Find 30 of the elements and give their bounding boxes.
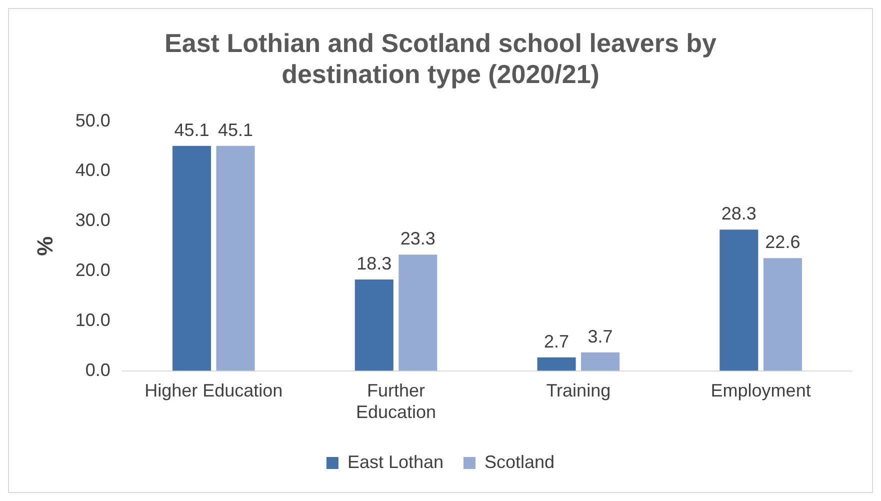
y-axis-title: %	[32, 236, 58, 256]
chart-title: East Lothian and Scotland school leavers by destination type (2020/21)	[164, 28, 717, 89]
y-tick-label: 50.0	[75, 110, 110, 130]
bar	[537, 357, 576, 371]
data-label: 22.6	[765, 232, 800, 252]
data-label: 28.3	[721, 204, 756, 224]
y-tick-label: 0.0	[85, 360, 110, 380]
bar	[172, 146, 212, 371]
legend-label: East Lothan	[347, 452, 444, 472]
y-tick-label: 30.0	[75, 210, 110, 230]
bar	[354, 280, 394, 371]
bar	[720, 230, 758, 371]
bar	[581, 352, 620, 371]
y-tick-label: 10.0	[75, 310, 110, 330]
y-tick-label: 20.0	[75, 260, 110, 280]
bar	[216, 146, 255, 371]
data-label: 45.1	[174, 120, 210, 140]
x-tick-label: Higher Education	[144, 380, 283, 401]
legend-label: Scotland	[484, 452, 555, 472]
x-tick-label: Training	[546, 380, 611, 401]
x-tick-label: Further Education	[356, 380, 436, 422]
data-label: 45.1	[218, 120, 254, 140]
data-label: 23.3	[400, 228, 436, 249]
bar	[763, 258, 802, 371]
bar	[398, 254, 438, 371]
y-tick-label: 40.0	[75, 160, 110, 180]
data-label: 18.3	[356, 253, 392, 274]
data-label: 2.7	[544, 331, 570, 352]
data-label: 3.7	[588, 326, 613, 346]
x-tick-label: Employment	[710, 380, 811, 401]
